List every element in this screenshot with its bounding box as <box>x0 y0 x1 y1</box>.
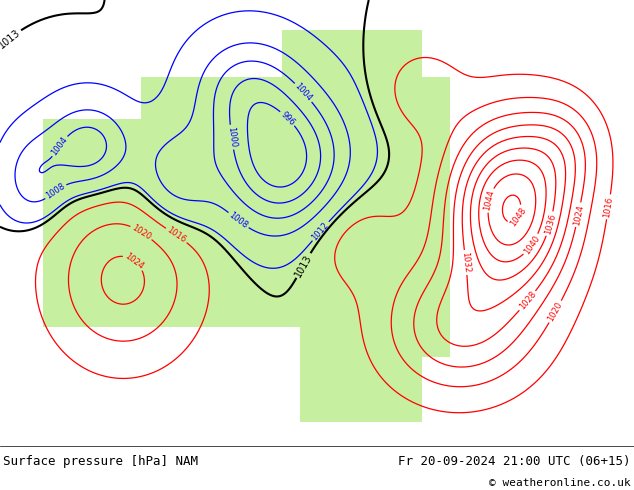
Text: Surface pressure [hPa] NAM: Surface pressure [hPa] NAM <box>3 455 198 468</box>
Text: 1048: 1048 <box>508 206 528 228</box>
Text: 1012: 1012 <box>310 220 331 242</box>
Text: 1004: 1004 <box>49 135 70 157</box>
Text: 1036: 1036 <box>543 212 557 235</box>
Text: 1040: 1040 <box>522 233 541 256</box>
Text: 996: 996 <box>279 110 297 127</box>
Text: 1008: 1008 <box>227 210 250 230</box>
Text: 1016: 1016 <box>602 196 614 218</box>
Text: 1020: 1020 <box>130 223 153 242</box>
Text: 1008: 1008 <box>44 182 67 201</box>
Text: 1024: 1024 <box>123 251 145 271</box>
Text: 1044: 1044 <box>482 189 496 212</box>
Text: Fr 20-09-2024 21:00 UTC (06+15): Fr 20-09-2024 21:00 UTC (06+15) <box>398 455 631 468</box>
Text: 1016: 1016 <box>165 225 188 245</box>
Text: 1000: 1000 <box>226 126 238 148</box>
Text: 1020: 1020 <box>547 300 564 323</box>
Text: 1032: 1032 <box>460 251 471 273</box>
Text: 1013: 1013 <box>0 27 22 50</box>
Text: 1004: 1004 <box>293 82 314 103</box>
Text: 1013: 1013 <box>293 252 314 279</box>
Text: 1024: 1024 <box>572 203 585 226</box>
Text: 1028: 1028 <box>517 290 538 312</box>
Text: © weatheronline.co.uk: © weatheronline.co.uk <box>489 478 631 489</box>
